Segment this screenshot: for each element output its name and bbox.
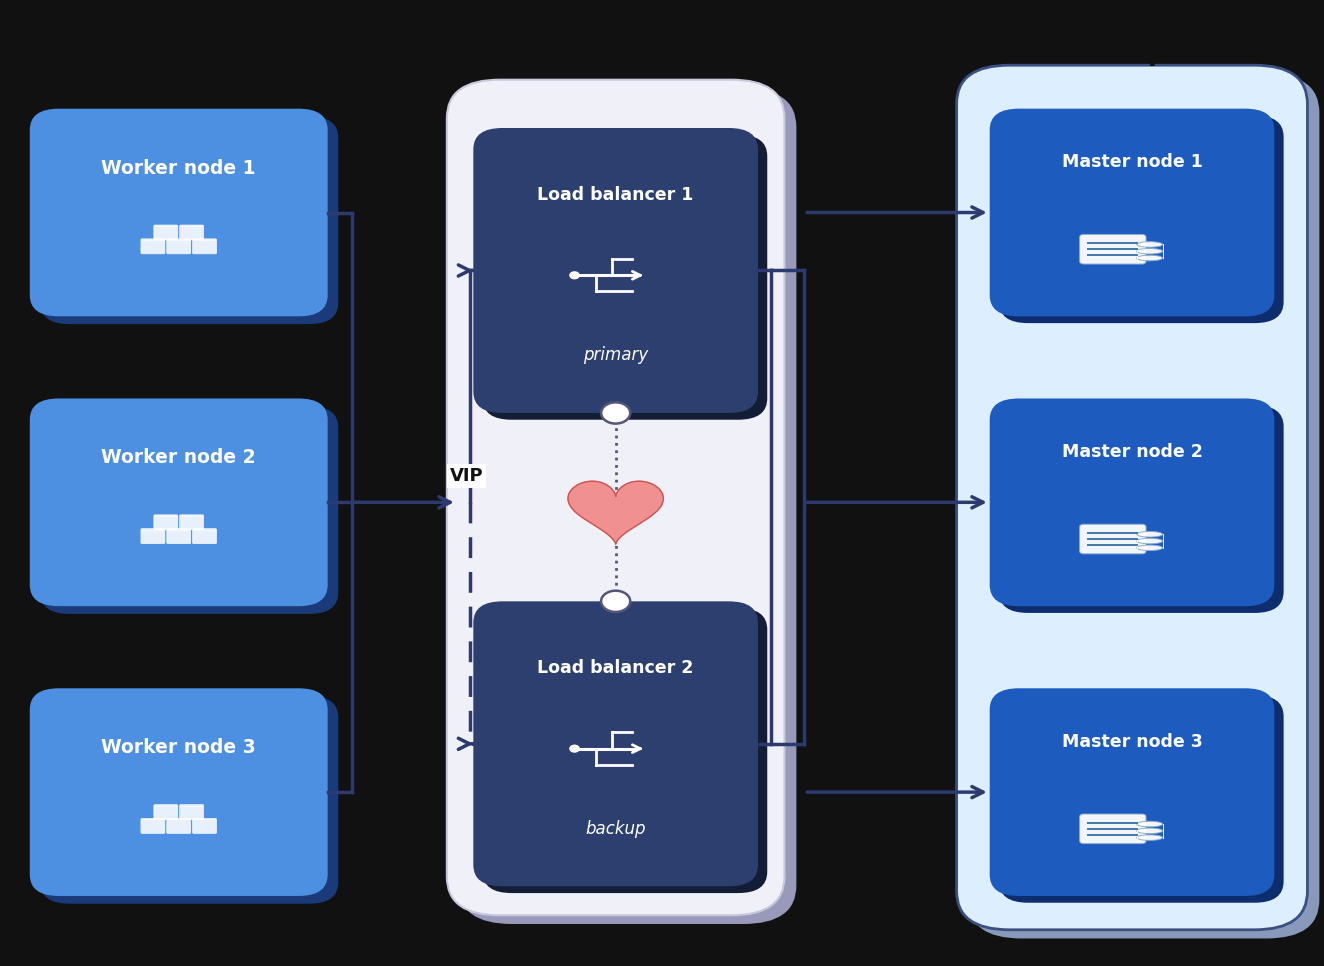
Circle shape bbox=[601, 402, 630, 423]
FancyBboxPatch shape bbox=[167, 528, 191, 544]
FancyBboxPatch shape bbox=[483, 609, 768, 893]
Ellipse shape bbox=[1137, 835, 1162, 840]
FancyBboxPatch shape bbox=[989, 688, 1274, 896]
Text: primary: primary bbox=[583, 347, 649, 364]
FancyBboxPatch shape bbox=[154, 225, 177, 240]
FancyBboxPatch shape bbox=[448, 80, 784, 916]
Polygon shape bbox=[568, 481, 663, 544]
FancyBboxPatch shape bbox=[140, 528, 166, 544]
Ellipse shape bbox=[1137, 242, 1162, 247]
Text: Control plane: Control plane bbox=[1031, 41, 1233, 66]
FancyBboxPatch shape bbox=[154, 515, 177, 529]
FancyBboxPatch shape bbox=[154, 805, 177, 819]
FancyBboxPatch shape bbox=[30, 109, 328, 317]
FancyBboxPatch shape bbox=[30, 398, 328, 607]
Text: VIP: VIP bbox=[450, 467, 483, 485]
FancyBboxPatch shape bbox=[989, 398, 1274, 607]
FancyBboxPatch shape bbox=[41, 696, 339, 904]
FancyBboxPatch shape bbox=[968, 73, 1319, 939]
Text: Master node 1: Master node 1 bbox=[1062, 154, 1202, 171]
FancyBboxPatch shape bbox=[1079, 814, 1147, 843]
Text: Load balancer 1: Load balancer 1 bbox=[538, 186, 694, 204]
FancyBboxPatch shape bbox=[956, 66, 1307, 929]
FancyBboxPatch shape bbox=[140, 239, 166, 254]
FancyBboxPatch shape bbox=[989, 109, 1274, 317]
FancyBboxPatch shape bbox=[474, 128, 757, 413]
Ellipse shape bbox=[1137, 255, 1162, 261]
Circle shape bbox=[569, 745, 579, 753]
FancyBboxPatch shape bbox=[474, 601, 757, 887]
FancyBboxPatch shape bbox=[167, 818, 191, 834]
Text: backup: backup bbox=[585, 820, 646, 838]
FancyBboxPatch shape bbox=[180, 805, 204, 819]
Ellipse shape bbox=[1137, 531, 1162, 537]
FancyBboxPatch shape bbox=[41, 116, 339, 325]
Text: Master node 2: Master node 2 bbox=[1062, 443, 1202, 461]
FancyBboxPatch shape bbox=[140, 818, 166, 834]
Text: Worker node 3: Worker node 3 bbox=[102, 738, 256, 757]
Text: Master node 3: Master node 3 bbox=[1062, 733, 1202, 751]
FancyBboxPatch shape bbox=[192, 239, 217, 254]
Ellipse shape bbox=[1137, 828, 1162, 834]
FancyBboxPatch shape bbox=[192, 818, 217, 834]
FancyBboxPatch shape bbox=[30, 688, 328, 896]
Ellipse shape bbox=[1137, 821, 1162, 827]
FancyBboxPatch shape bbox=[180, 225, 204, 240]
Ellipse shape bbox=[1137, 545, 1162, 551]
Ellipse shape bbox=[1137, 538, 1162, 544]
Text: Load balancer 2: Load balancer 2 bbox=[538, 660, 694, 677]
FancyBboxPatch shape bbox=[192, 528, 217, 544]
FancyBboxPatch shape bbox=[998, 405, 1283, 613]
FancyBboxPatch shape bbox=[1079, 525, 1147, 554]
Circle shape bbox=[569, 271, 579, 279]
FancyBboxPatch shape bbox=[998, 696, 1283, 902]
FancyBboxPatch shape bbox=[459, 88, 797, 923]
FancyBboxPatch shape bbox=[998, 115, 1283, 323]
FancyBboxPatch shape bbox=[180, 515, 204, 529]
Circle shape bbox=[601, 590, 630, 612]
FancyBboxPatch shape bbox=[167, 239, 191, 254]
FancyBboxPatch shape bbox=[41, 406, 339, 614]
Text: Worker node 1: Worker node 1 bbox=[102, 158, 256, 178]
FancyBboxPatch shape bbox=[483, 134, 768, 419]
Text: Worker node 2: Worker node 2 bbox=[102, 448, 256, 468]
Ellipse shape bbox=[1137, 248, 1162, 254]
FancyBboxPatch shape bbox=[1079, 235, 1147, 264]
